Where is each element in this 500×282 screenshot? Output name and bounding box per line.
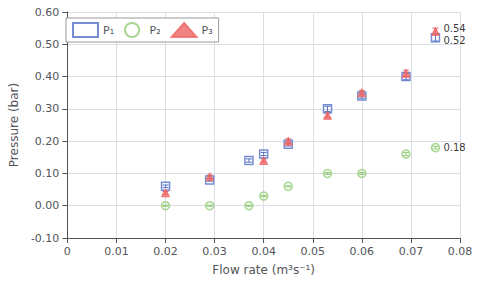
svg-text:0: 0 bbox=[64, 245, 71, 258]
svg-text:0.07: 0.07 bbox=[399, 245, 424, 258]
svg-text:0.10: 0.10 bbox=[35, 167, 60, 180]
svg-text:P₁: P₁ bbox=[103, 24, 114, 37]
svg-text:0.52: 0.52 bbox=[443, 35, 465, 46]
svg-text:0.60: 0.60 bbox=[35, 6, 60, 19]
svg-text:0.30: 0.30 bbox=[35, 102, 60, 115]
svg-text:0.04: 0.04 bbox=[251, 245, 276, 258]
svg-text:0.06: 0.06 bbox=[350, 245, 375, 258]
svg-text:0.40: 0.40 bbox=[35, 70, 60, 83]
svg-text:0.20: 0.20 bbox=[35, 135, 60, 148]
svg-text:0.05: 0.05 bbox=[301, 245, 326, 258]
svg-text:0.08: 0.08 bbox=[448, 245, 473, 258]
svg-text:0.18: 0.18 bbox=[443, 142, 465, 153]
svg-text:0.01: 0.01 bbox=[104, 245, 128, 258]
svg-text:-0.10: -0.10 bbox=[31, 232, 59, 245]
svg-text:P₂: P₂ bbox=[150, 24, 161, 37]
svg-text:Flow rate (m³s⁻¹): Flow rate (m³s⁻¹) bbox=[212, 263, 315, 277]
svg-text:P₃: P₃ bbox=[202, 24, 213, 37]
svg-text:0.50: 0.50 bbox=[35, 38, 60, 51]
svg-text:Pressure (bar): Pressure (bar) bbox=[7, 83, 21, 167]
svg-text:0.00: 0.00 bbox=[35, 199, 60, 212]
svg-text:0.54: 0.54 bbox=[443, 23, 465, 34]
svg-text:0.03: 0.03 bbox=[202, 245, 227, 258]
svg-text:0.02: 0.02 bbox=[153, 245, 178, 258]
